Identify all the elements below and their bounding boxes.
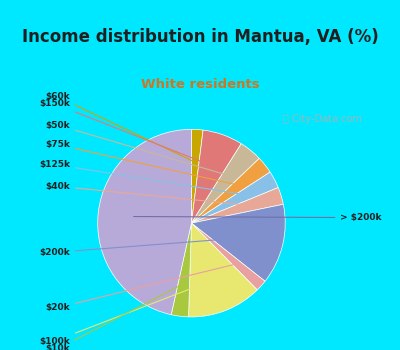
Wedge shape: [192, 204, 285, 281]
Text: $200k: $200k: [39, 237, 248, 257]
Wedge shape: [171, 223, 192, 317]
Text: $150k: $150k: [39, 99, 209, 165]
Wedge shape: [192, 130, 203, 223]
Text: $75k: $75k: [45, 140, 236, 185]
Text: $125k: $125k: [39, 160, 243, 194]
Text: ⓘ City-Data.com: ⓘ City-Data.com: [283, 114, 362, 124]
Wedge shape: [192, 188, 283, 223]
Text: $40k: $40k: [45, 182, 247, 205]
Text: > $200k: > $200k: [134, 213, 382, 222]
Text: Income distribution in Mantua, VA (%): Income distribution in Mantua, VA (%): [22, 28, 378, 46]
Wedge shape: [188, 223, 257, 317]
Text: $20k: $20k: [46, 265, 234, 312]
Text: White residents: White residents: [141, 78, 259, 91]
Wedge shape: [192, 223, 265, 290]
Wedge shape: [192, 130, 241, 223]
Text: $50k: $50k: [46, 120, 227, 175]
Text: $60k: $60k: [46, 92, 193, 161]
Wedge shape: [192, 144, 259, 223]
Wedge shape: [192, 172, 278, 223]
Wedge shape: [98, 130, 192, 315]
Wedge shape: [192, 159, 270, 223]
Text: $10k: $10k: [46, 285, 182, 350]
Text: $100k: $100k: [39, 281, 211, 345]
